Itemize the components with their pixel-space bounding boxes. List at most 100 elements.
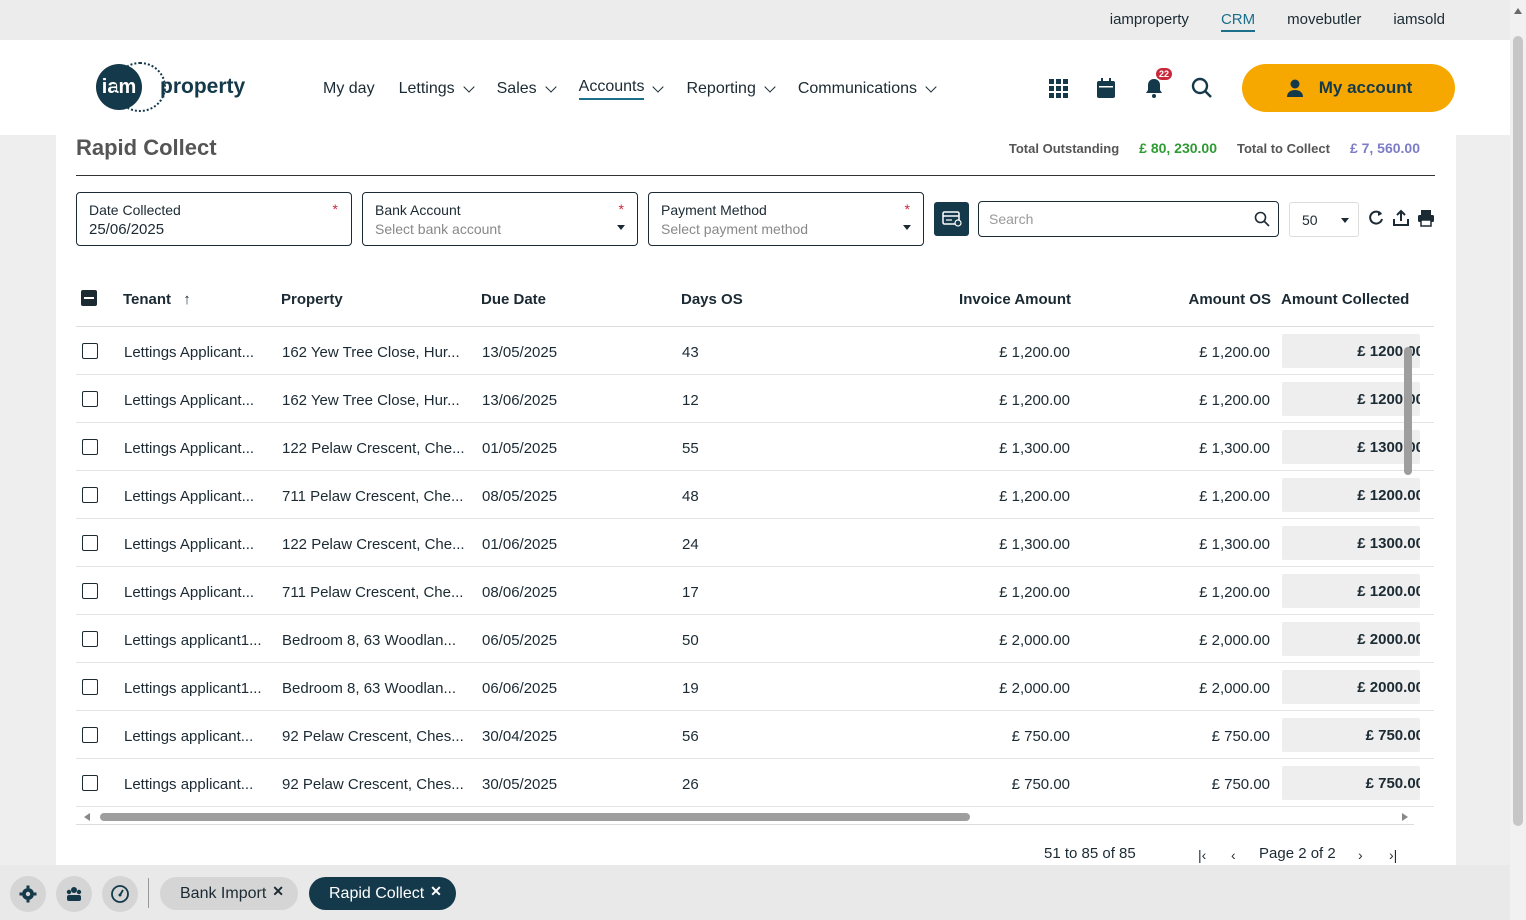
row-checkbox[interactable] (82, 439, 98, 455)
scroll-right-arrow-icon[interactable] (1402, 813, 1408, 821)
column-header-property[interactable]: Property (281, 291, 343, 308)
horizontal-scrollbar-thumb[interactable] (100, 813, 970, 821)
dashboard-gauge-icon[interactable] (102, 876, 138, 912)
cell-property[interactable]: 92 Pelaw Crescent, Ches... (282, 728, 464, 745)
row-checkbox[interactable] (82, 535, 98, 551)
search-icon[interactable] (1190, 76, 1214, 100)
search-input[interactable]: Search (978, 201, 1279, 237)
amount-collected-input[interactable]: £ 1200.00 (1282, 334, 1420, 368)
table-scrollbar-thumb[interactable] (1404, 347, 1412, 475)
close-icon[interactable]: ✕ (272, 883, 284, 899)
table-row[interactable]: Lettings Applicant... 122 Pelaw Crescent,… (76, 519, 1434, 567)
row-checkbox[interactable] (82, 727, 98, 743)
nav-accounts[interactable]: Accounts (578, 78, 665, 100)
cell-property[interactable]: 162 Yew Tree Close, Hur... (282, 344, 460, 361)
export-icon[interactable] (1392, 209, 1412, 229)
previous-page-icon[interactable]: ‹ (1231, 847, 1236, 863)
top-link-crm[interactable]: CRM (1220, 11, 1256, 32)
top-link-iamsold[interactable]: iamsold (1393, 11, 1445, 28)
cell-tenant[interactable]: Lettings Applicant... (124, 440, 255, 457)
row-checkbox[interactable] (82, 775, 98, 791)
row-checkbox[interactable] (82, 583, 98, 599)
top-link-movebutler[interactable]: movebutler (1287, 11, 1362, 28)
select-all-checkbox[interactable] (81, 290, 97, 306)
amount-collected-input[interactable]: £ 1300.00 (1282, 526, 1420, 560)
table-row[interactable]: Lettings applicant1... Bedroom 8, 63 Wood… (76, 663, 1434, 711)
table-row[interactable]: Lettings applicant1... Bedroom 8, 63 Wood… (76, 615, 1434, 663)
page-scrollbar[interactable] (1510, 0, 1526, 920)
refresh-icon[interactable] (1367, 209, 1387, 229)
amount-collected-input[interactable]: £ 1200.00 (1282, 478, 1420, 512)
last-page-icon[interactable]: ›| (1389, 847, 1398, 863)
bell-icon[interactable]: 22 (1142, 68, 1172, 100)
nav-reporting[interactable]: Reporting (686, 78, 776, 100)
sort-ascending-icon[interactable]: ↑ (183, 291, 191, 308)
column-header-amount-os[interactable]: Amount OS (1188, 291, 1272, 308)
nav-my-day[interactable]: My day (323, 78, 375, 100)
cell-property[interactable]: 162 Yew Tree Close, Hur... (282, 392, 460, 409)
table-vertical-scrollbar[interactable] (1402, 329, 1414, 805)
row-checkbox[interactable] (82, 487, 98, 503)
cell-tenant[interactable]: Lettings Applicant... (124, 344, 255, 361)
calendar-icon[interactable] (1094, 76, 1118, 100)
nav-sales[interactable]: Sales (497, 78, 557, 100)
team-users-icon[interactable] (56, 876, 92, 912)
date-collected-value[interactable]: 25/06/2025 (89, 221, 165, 238)
cell-property[interactable]: Bedroom 8, 63 Woodlan... (282, 632, 456, 649)
amount-collected-input[interactable]: £ 750.00 (1282, 766, 1420, 800)
date-collected-field[interactable]: Date Collected 25/06/2025 * (76, 192, 352, 246)
column-header-invoice-amount[interactable]: Invoice Amount (959, 291, 1071, 308)
scroll-up-arrow-icon[interactable] (1514, 8, 1522, 14)
column-header-tenant[interactable]: Tenant ↑ (123, 291, 191, 308)
print-icon[interactable] (1417, 209, 1437, 229)
table-row[interactable]: Lettings Applicant... 711 Pelaw Crescent,… (76, 567, 1434, 615)
tab-rapid-collect[interactable]: Rapid Collect ✕ (309, 877, 456, 910)
first-page-icon[interactable]: |‹ (1198, 847, 1207, 863)
cell-tenant[interactable]: Lettings Applicant... (124, 584, 255, 601)
next-page-icon[interactable]: › (1358, 847, 1363, 863)
cell-tenant[interactable]: Lettings applicant1... (124, 632, 262, 649)
row-checkbox[interactable] (82, 391, 98, 407)
cell-property[interactable]: Bedroom 8, 63 Woodlan... (282, 680, 456, 697)
column-header-amount-collected[interactable]: Amount Collected (1281, 291, 1410, 308)
table-row[interactable]: Lettings applicant... 92 Pelaw Crescent, … (76, 711, 1434, 759)
cell-tenant[interactable]: Lettings applicant... (124, 776, 254, 793)
nav-lettings[interactable]: Lettings (399, 78, 475, 100)
cell-property[interactable]: 711 Pelaw Crescent, Che... (282, 584, 464, 601)
amount-collected-input[interactable]: £ 1200.00 (1282, 574, 1420, 608)
search-icon[interactable] (1254, 211, 1270, 230)
top-link-iamproperty[interactable]: iamproperty (1109, 11, 1189, 28)
my-account-button[interactable]: My account (1242, 64, 1455, 112)
table-horizontal-scrollbar[interactable] (76, 809, 1414, 825)
payment-method-select[interactable]: Payment Method Select payment method * (648, 192, 924, 246)
page-scrollbar-thumb[interactable] (1513, 36, 1523, 826)
settings-gear-icon[interactable] (10, 876, 46, 912)
cell-property[interactable]: 122 Pelaw Crescent, Che... (282, 536, 465, 553)
cell-tenant[interactable]: Lettings applicant... (124, 728, 254, 745)
column-header-days-os[interactable]: Days OS (681, 291, 743, 308)
scroll-left-arrow-icon[interactable] (84, 813, 90, 821)
bank-account-select[interactable]: Bank Account Select bank account * (362, 192, 638, 246)
cell-property[interactable]: 122 Pelaw Crescent, Che... (282, 440, 465, 457)
cell-tenant[interactable]: Lettings Applicant... (124, 536, 255, 553)
table-row[interactable]: Lettings Applicant... 122 Pelaw Crescent,… (76, 423, 1434, 471)
cell-tenant[interactable]: Lettings Applicant... (124, 488, 255, 505)
amount-collected-input[interactable]: £ 2000.00 (1282, 622, 1420, 656)
payment-card-button[interactable] (934, 202, 969, 236)
amount-collected-input[interactable]: £ 1300.00 (1282, 430, 1420, 464)
table-row[interactable]: Lettings Applicant... 162 Yew Tree Close,… (76, 327, 1434, 375)
nav-communications[interactable]: Communications (798, 78, 937, 100)
tab-bank-import[interactable]: Bank Import ✕ (160, 877, 298, 910)
amount-collected-input[interactable]: £ 2000.00 (1282, 670, 1420, 704)
cell-tenant[interactable]: Lettings Applicant... (124, 392, 255, 409)
close-icon[interactable]: ✕ (430, 883, 442, 899)
table-row[interactable]: Lettings Applicant... 711 Pelaw Crescent,… (76, 471, 1434, 519)
apps-grid-icon[interactable] (1046, 76, 1070, 100)
cell-property[interactable]: 711 Pelaw Crescent, Che... (282, 488, 464, 505)
row-checkbox[interactable] (82, 343, 98, 359)
amount-collected-input[interactable]: £ 1200.00 (1282, 382, 1420, 416)
iamproperty-logo[interactable]: iam property (96, 62, 245, 112)
table-row[interactable]: Lettings Applicant... 162 Yew Tree Close,… (76, 375, 1434, 423)
row-checkbox[interactable] (82, 679, 98, 695)
column-header-due-date[interactable]: Due Date (481, 291, 547, 308)
